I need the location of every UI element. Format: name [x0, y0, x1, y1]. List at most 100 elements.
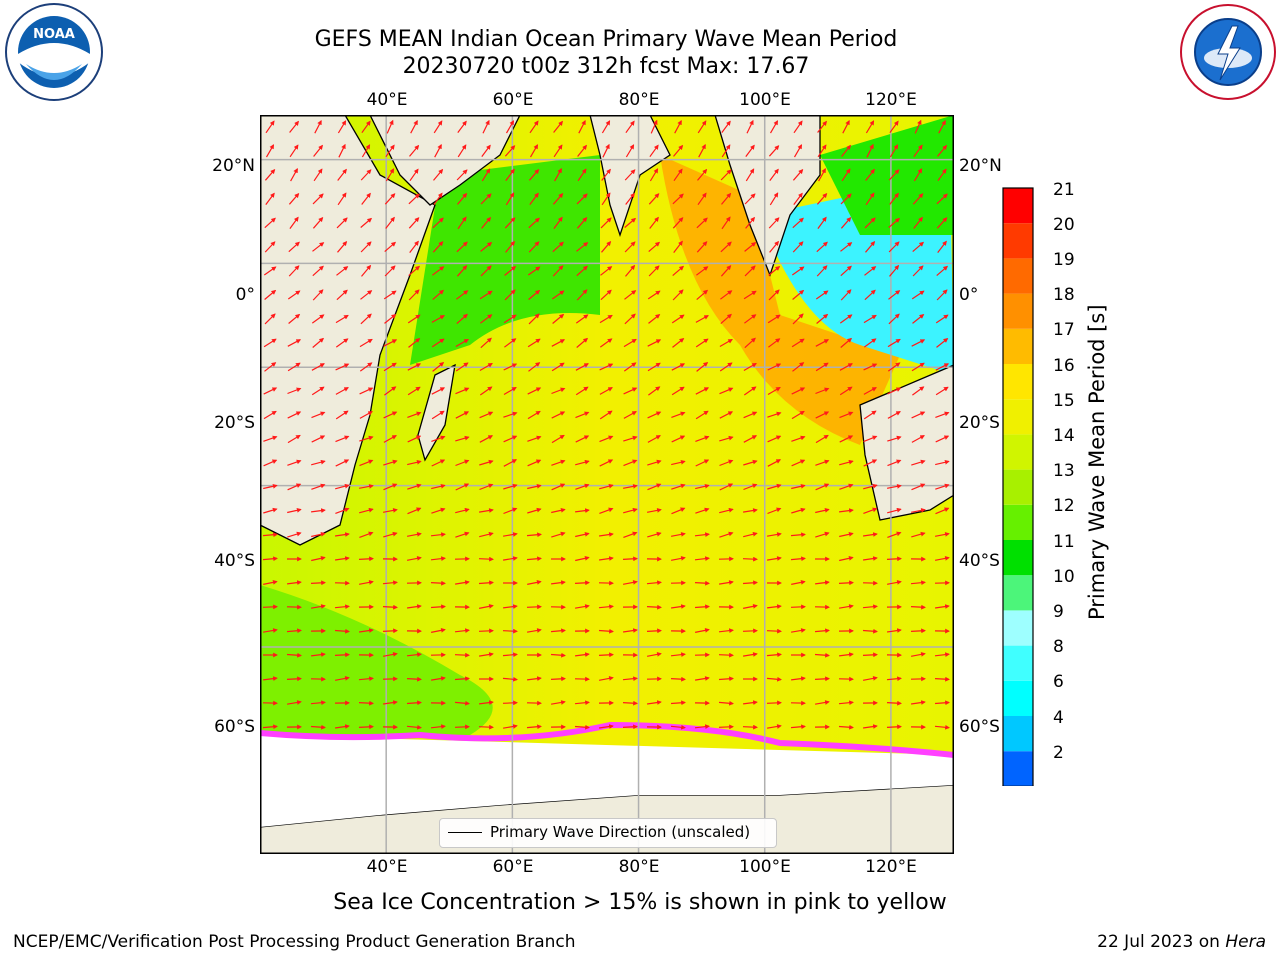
wave-direction-arrow [816, 313, 829, 324]
wave-direction-arrow [766, 532, 782, 537]
wave-direction-arrow [911, 290, 925, 300]
wave-direction-arrow [406, 676, 422, 682]
wave-direction-arrow [914, 119, 922, 134]
wave-direction-arrow [359, 338, 373, 348]
wave-direction-arrow [455, 411, 470, 419]
lon-label-bottom: 120°E [865, 857, 917, 877]
wave-direction-arrow [502, 724, 518, 729]
wave-direction-arrow [551, 339, 566, 347]
wave-direction-arrow [384, 193, 396, 205]
wave-direction-arrow [599, 410, 613, 420]
wave-direction-arrow [670, 700, 686, 706]
wave-direction-arrow [624, 290, 637, 300]
wave-direction-arrow [935, 604, 950, 609]
wave-direction-arrow [430, 580, 446, 586]
wave-direction-arrow [886, 676, 902, 682]
wave-direction-arrow [791, 507, 806, 514]
wave-direction-arrow [840, 216, 852, 229]
wave-direction-arrow [647, 435, 661, 443]
wave-direction-arrow [767, 386, 781, 396]
wave-direction-arrow [935, 363, 950, 371]
wave-direction-arrow [647, 483, 662, 491]
wave-direction-arrow [863, 435, 878, 443]
wave-direction-arrow [337, 240, 348, 253]
wave-direction-arrow [695, 410, 709, 420]
wave-direction-arrow [335, 459, 350, 467]
wave-direction-arrow [479, 290, 493, 300]
wave-direction-arrow [863, 459, 878, 467]
wave-direction-arrow [503, 411, 518, 418]
wave-direction-arrow [647, 459, 662, 466]
wave-direction-arrow [815, 339, 830, 347]
wave-direction-arrow [745, 144, 755, 157]
wave-direction-arrow [578, 119, 586, 134]
wave-direction-arrow [529, 192, 539, 205]
wave-direction-arrow [720, 265, 732, 277]
wave-direction-arrow [818, 168, 826, 182]
wave-direction-arrow [361, 264, 372, 277]
wave-direction-arrow [263, 459, 278, 467]
wave-direction-arrow [910, 508, 926, 513]
wave-direction-arrow [695, 483, 710, 490]
wave-direction-arrow [863, 387, 877, 395]
wave-direction-arrow [721, 192, 732, 205]
wave-direction-arrow [455, 531, 470, 538]
wave-direction-arrow [480, 337, 492, 349]
wave-direction-arrow [793, 144, 803, 158]
wave-direction-arrow [432, 289, 445, 301]
wave-direction-arrow [358, 676, 374, 682]
wave-direction-arrow [408, 217, 420, 229]
wave-direction-arrow [886, 700, 902, 706]
wave-direction-arrow [263, 507, 278, 514]
wave-direction-arrow [430, 556, 446, 562]
wave-direction-arrow [478, 580, 494, 586]
wave-direction-arrow [311, 411, 326, 419]
wave-direction-arrow [454, 652, 470, 658]
wave-direction-arrow [599, 314, 613, 324]
wave-direction-arrow [815, 290, 829, 300]
wave-direction-arrow [358, 724, 374, 730]
wave-direction-arrow [815, 387, 830, 395]
wave-direction-arrow [695, 387, 710, 395]
wave-direction-arrow [334, 628, 350, 634]
wave-direction-arrow [912, 265, 924, 277]
wave-direction-arrow [311, 483, 326, 490]
wave-direction-arrow [384, 386, 397, 396]
svg-text:NOAA: NOAA [33, 27, 75, 42]
wave-direction-arrow [767, 411, 782, 418]
wave-direction-arrow [336, 289, 348, 301]
wave-direction-arrow [552, 313, 565, 324]
wave-direction-arrow [647, 411, 662, 419]
colorbar-tick: 21 [1053, 180, 1075, 200]
wave-direction-arrow [838, 580, 854, 586]
wave-direction-arrow [431, 387, 446, 395]
wave-direction-arrow [407, 314, 421, 324]
wave-direction-arrow [551, 434, 565, 444]
wave-direction-arrow [456, 265, 468, 277]
wave-direction-arrow [672, 265, 685, 277]
wave-direction-arrow [505, 240, 516, 253]
wave-direction-arrow [625, 120, 635, 134]
wave-direction-arrow [743, 386, 757, 396]
wave-direction-arrow [721, 144, 731, 158]
wave-direction-arrow [264, 313, 276, 325]
wave-direction-arrow [815, 434, 829, 444]
wave-direction-arrow [863, 314, 877, 324]
wave-direction-arrow [887, 628, 902, 633]
wave-direction-arrow [359, 435, 374, 442]
wave-direction-arrow [505, 192, 515, 206]
wave-direction-arrow [625, 264, 636, 277]
wave-direction-arrow [742, 724, 758, 730]
wave-direction-arrow [287, 411, 302, 419]
wave-direction-arrow [432, 266, 445, 276]
wave-direction-arrow [912, 314, 925, 324]
wave-direction-arrow [528, 313, 540, 325]
wave-direction-arrow [623, 435, 638, 442]
wave-direction-arrow [768, 289, 780, 301]
wave-direction-arrow [455, 387, 470, 395]
wave-direction-arrow [911, 339, 926, 347]
wave-direction-arrow [911, 362, 925, 372]
wave-direction-arrow [670, 532, 686, 537]
wave-direction-arrow [455, 362, 469, 372]
wave-direction-arrow [744, 314, 757, 324]
